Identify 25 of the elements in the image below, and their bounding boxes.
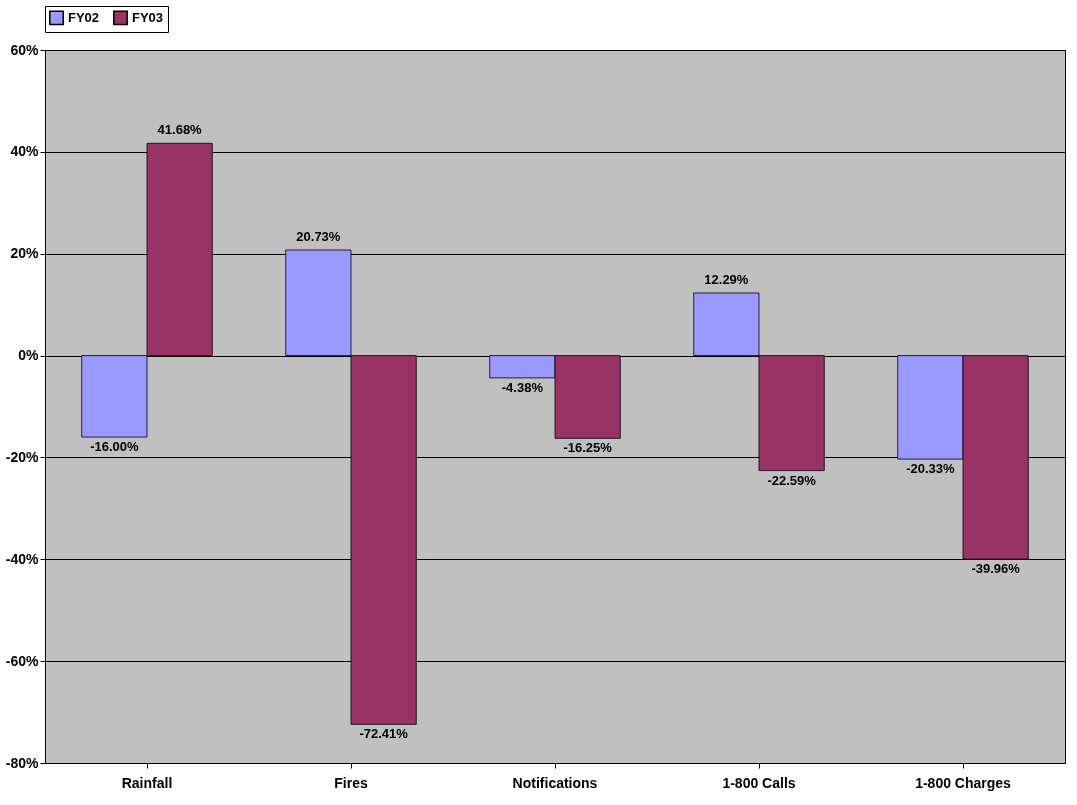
data-label: -20.33% [906, 461, 956, 477]
x-tick-label: 1-800 Calls [722, 774, 796, 791]
data-label: -22.59% [767, 472, 817, 488]
data-label: -16.25% [563, 440, 613, 456]
data-label: 20.73% [296, 229, 341, 244]
data-label: 41.68% [157, 122, 203, 138]
x-tick-label: Rainfall [121, 774, 173, 791]
data-label: -16.00% [90, 439, 140, 455]
y-tick-label: -80% [5, 754, 40, 771]
y-tick-label: -60% [5, 652, 40, 669]
y-tick-label: 20% [10, 245, 40, 262]
y-tick-label: -40% [5, 550, 40, 567]
x-tick-label: Notifications [512, 774, 598, 791]
x-tick-label: 1-800 Charges [915, 774, 1012, 791]
data-label: -4.38% [501, 379, 544, 395]
data-label: -72.41% [359, 726, 409, 742]
y-tick-label: 40% [10, 143, 40, 160]
y-tick-label: -20% [5, 448, 40, 465]
y-tick-label: 0% [18, 347, 40, 364]
x-tick-label: Fires [334, 774, 368, 791]
legend-label: FY02 [68, 9, 100, 25]
data-label: 12.29% [704, 271, 749, 287]
data-label: -39.96% [971, 561, 1021, 577]
legend-label: FY03 [132, 9, 164, 25]
y-tick-label: 60% [10, 41, 40, 58]
